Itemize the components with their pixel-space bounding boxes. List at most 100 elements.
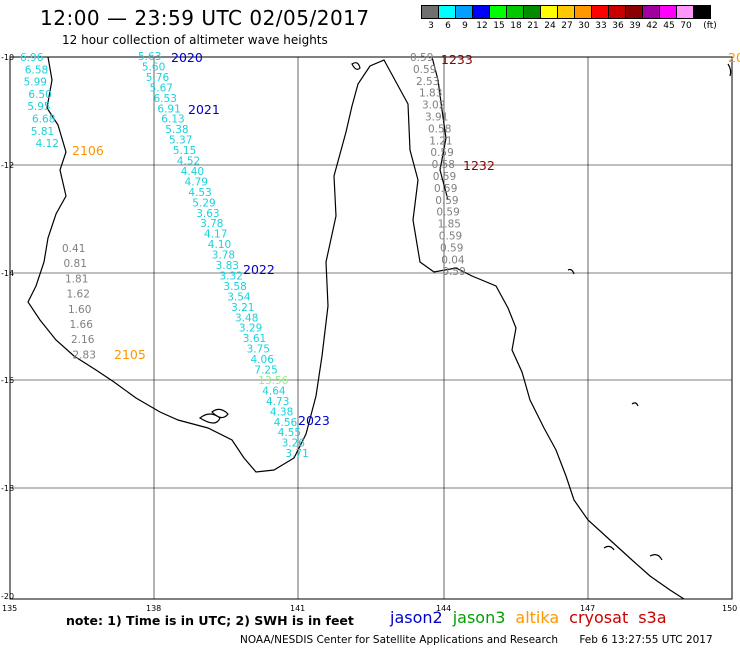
color-scale-label: 21 [527,21,539,31]
legend-entry-cryosat: cryosat [569,608,629,627]
color-scale-label: 3 [428,21,434,31]
wave-height-value: 2.53 [416,76,439,88]
note-text: note: 1) Time is in UTC; 2) SWH is in fe… [66,613,354,628]
color-scale-label: 15 [493,21,505,31]
color-scale-label: 36 [612,21,624,31]
wave-height-value: 0.04 [441,254,465,266]
wave-height-value: 6.58 [25,64,48,76]
wave-height-value: 6.91 [157,103,180,115]
wave-height-value: 6.50 [28,89,51,101]
wave-height-value: 0.59 [439,231,462,243]
lat-label: -12 [1,161,14,170]
wave-height-value: 5.37 [169,135,192,147]
wave-height-value: 5.81 [31,126,54,138]
color-scale-label: 33 [595,21,607,31]
wave-height-value: 5.95 [27,101,50,113]
map-title: 12:00 — 23:59 UTC 02/05/2017 [40,6,370,30]
pass-label-2023: 2023 [298,413,330,428]
footer-timestamp: Feb 6 13:27:55 UTC 2017 [579,634,713,646]
wave-height-value: 3.71 [285,448,308,460]
wave-height-value: 6.13 [161,114,184,126]
wave-height-value: 5.29 [192,197,215,209]
wave-height-value: 5.99 [24,77,47,89]
wave-height-value: 2.16 [71,334,95,346]
wave-height-value: 3.78 [200,218,223,230]
lat-label: -14 [1,269,14,278]
wave-height-value: 4.53 [188,187,211,199]
wave-height-value: 1.21 [429,135,452,147]
lon-label: 150 [722,604,737,613]
island-2 [211,408,229,419]
wave-height-value: 4.06 [251,354,275,366]
pass-label-2020: 2020 [171,50,203,65]
color-scale-label: 42 [646,21,658,31]
pass-labels: 2020 2021 2022 2023 2106 2105 1233 1232 … [72,50,740,428]
wave-height-value: 0.81 [64,258,87,270]
island-1 [198,413,221,424]
wave-height-value: 4.40 [181,166,204,178]
pass-label-1233: 1233 [441,52,473,67]
footer: NOAA/NESDIS Center for Satellite Applica… [240,634,713,646]
wave-height-value: 1.60 [68,304,91,316]
wave-height-value: 0.59 [413,64,436,76]
wave-height-value: 0.41 [62,243,85,255]
island-7 [603,545,615,551]
color-scale-label: 9 [462,21,468,31]
color-scale-labels: 3 6 9 12 15 18 21 24 27 30 33 36 39 42 45 70 (ft) [422,21,740,33]
wave-height-value: 5.63 [138,51,161,63]
pass-label-20: 20 [728,50,740,65]
wave-height-value: 0.59 [434,183,457,195]
lat-label: -16 [1,376,14,385]
wave-height-value: 4.17 [204,229,227,241]
wave-height-value: 6.68 [32,114,55,126]
wave-height-value: 4.56 [274,417,298,429]
axis-labels: -10 -12 -14 -16 -18 -20 135 138 141 144 … [1,53,737,613]
wave-height-value: 0.59 [430,147,453,159]
wave-height-value: 3.83 [216,260,239,272]
color-scale-label: 30 [578,21,590,31]
pass-label-2022: 2022 [243,262,275,277]
satellite-legend: jason2 jason3 altika cryosat s3a [390,608,677,627]
east-coast-upper [431,56,449,201]
color-scale-label: 45 [663,21,675,31]
wave-height-value: 2.83 [73,349,96,361]
island-6 [727,63,732,77]
wave-height-value: 4.64 [262,385,286,397]
wave-height-value: 3.58 [223,281,246,293]
pass-label-1232: 1232 [463,158,495,173]
wave-height-value: 3.26 [282,438,306,450]
western-coast [27,56,685,600]
wave-height-value: 4.38 [270,406,293,418]
wave-height-value: 3.32 [220,270,243,282]
pass-label-2021: 2021 [188,102,220,117]
wave-height-value: 1.83 [419,88,442,100]
legend-entry-jason2: jason2 [390,608,443,627]
color-scale-bar [421,5,711,19]
lon-label: 144 [436,604,451,613]
pass-label-2105: 2105 [114,347,146,362]
color-scale-label: 24 [544,21,556,31]
pass-label-2106: 2106 [72,143,104,158]
wave-height-value: 3.02 [422,100,445,112]
wave-height-value: 6.96 [20,52,44,64]
wave-height-value: 3.61 [243,333,266,345]
map-subtitle: 12 hour collection of altimeter wave hei… [62,33,328,47]
island-5 [567,268,575,275]
lon-label: 138 [146,604,161,613]
coastline [27,56,732,600]
wave-height-value: 0.59 [433,171,456,183]
wave-height-value: 0.59 [436,207,459,219]
track-values: 6.966.585.996.505.956.685.814.12 0.41 0.81… [20,51,466,460]
wave-height-value: 1.62 [67,289,90,301]
color-scale-label: 39 [629,21,641,31]
lon-label: 147 [580,604,595,613]
graticule [10,57,732,599]
color-scale-label: 6 [445,21,451,31]
wave-height-value: 5.67 [150,82,173,94]
wave-height-value: 0.59 [440,242,463,254]
wave-height-value: 5.38 [165,124,188,136]
legend-entry-s3a: s3a [638,608,667,627]
wave-height-value: 3.54 [227,291,251,303]
wave-height-value: 3.91 [425,112,448,124]
